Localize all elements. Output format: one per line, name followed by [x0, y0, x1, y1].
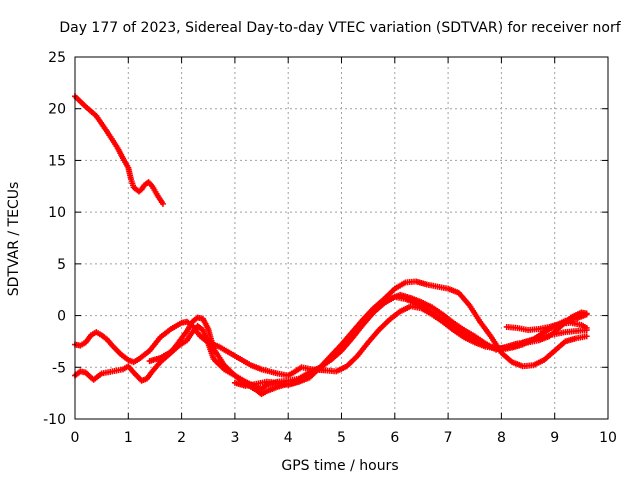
x-tick-label: 1: [124, 430, 133, 446]
data-point: [583, 324, 590, 331]
axis-ticks: 0 1 2 3 4 5 6 7 8 9 10 -10 -5 0 5 10 15 20 25: [43, 50, 617, 446]
y-axis-label: SDTVAR / TECUs: [6, 182, 22, 297]
y-tick-label: -10: [43, 412, 66, 428]
y-tick-label: -5: [52, 360, 66, 376]
chart-title: Day 177 of 2023, Sidereal Day-to-day VTE…: [59, 20, 621, 36]
y-tick-label: 0: [57, 309, 66, 325]
data-point: [583, 310, 590, 317]
x-tick-label: 5: [337, 430, 346, 446]
series-track-a: [72, 93, 166, 207]
x-axis-label: GPS time / hours: [281, 458, 398, 474]
x-tick-label: 6: [390, 430, 399, 446]
x-tick-label: 10: [599, 430, 617, 446]
y-tick-label: 20: [48, 102, 66, 118]
data-point: [583, 333, 590, 340]
x-tick-label: 7: [444, 430, 453, 446]
y-tick-label: 10: [48, 205, 66, 221]
x-tick-label: 0: [71, 430, 80, 446]
x-tick-label: 2: [177, 430, 186, 446]
x-tick-label: 3: [230, 430, 239, 446]
data-points: [72, 93, 590, 398]
y-tick-label: 5: [57, 257, 66, 273]
x-tick-label: 8: [497, 430, 506, 446]
series-track-e: [231, 278, 590, 389]
data-point: [159, 200, 166, 207]
series-track-f: [503, 319, 590, 334]
x-tick-label: 9: [550, 430, 559, 446]
x-tick-label: 4: [284, 430, 293, 446]
y-tick-label: 15: [48, 153, 66, 169]
y-tick-label: 25: [48, 50, 66, 66]
